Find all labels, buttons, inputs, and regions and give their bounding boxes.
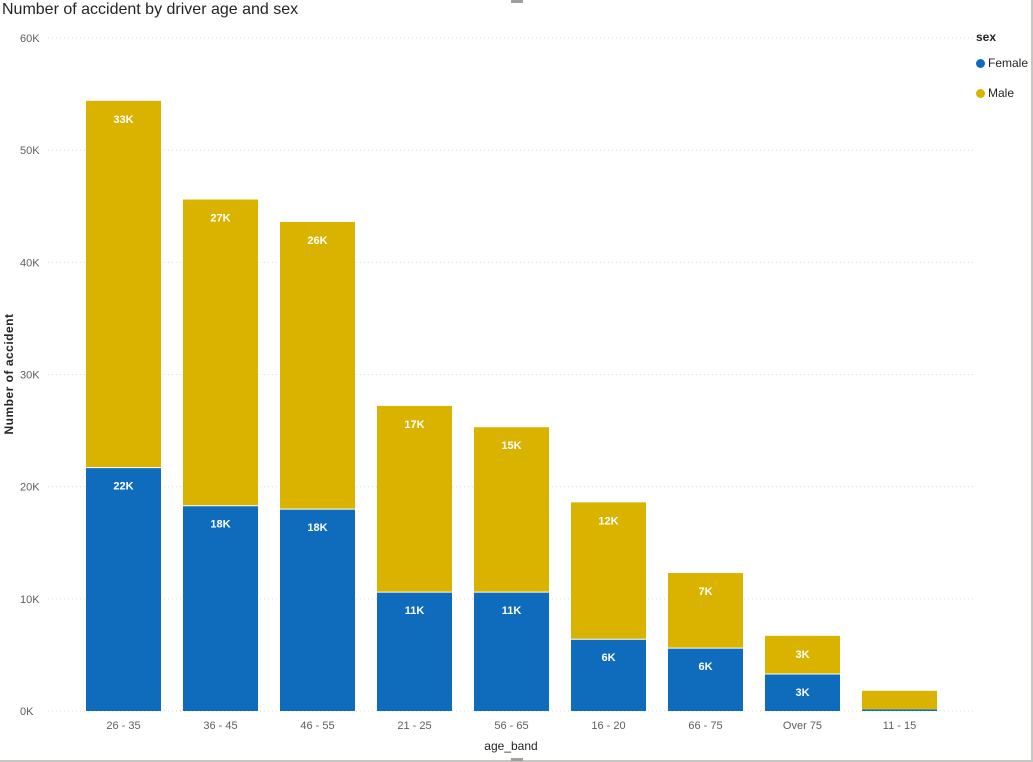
y-axis-ticks: 0K 10K 20K 30K 40K 50K 60K [20,33,40,718]
data-label-male: 12K [598,515,618,527]
data-label-female: 18K [210,519,230,531]
bar-male[interactable] [183,199,258,506]
data-label-male: 27K [210,213,230,225]
legend: sex Female Male [976,30,1028,112]
y-tick-label: 10K [20,594,40,606]
x-axis-title: age_band [484,739,537,753]
bar-female[interactable] [668,648,743,711]
x-tick-label: 56 - 65 [494,720,528,732]
legend-title: sex [976,30,997,44]
x-tick-label: 36 - 45 [203,720,237,732]
legend-male-label: Male [988,86,1015,100]
bar-female[interactable] [377,592,452,711]
data-label-female: 11K [502,605,522,617]
y-tick-label: 0K [20,706,34,718]
y-tick-label: 20K [20,482,40,494]
data-label-male: 3K [795,649,809,661]
legend-female-swatch [976,58,985,68]
x-tick-label: 11 - 15 [883,720,916,732]
legend-male-swatch [976,88,985,98]
bar-female[interactable] [765,673,840,711]
bar-female[interactable] [862,709,937,711]
data-label-male: 33K [113,114,133,126]
data-label-female: 11K [405,605,425,617]
bars [86,100,937,711]
bar-male[interactable] [668,573,743,649]
bar-male[interactable] [280,221,355,510]
x-tick-label: 66 - 75 [688,720,722,732]
legend-item-female[interactable]: Female [976,52,1028,74]
x-tick-label: 26 - 35 [106,720,140,732]
y-axis-title: Number of accident [2,313,16,434]
bar-female[interactable] [280,509,355,711]
x-tick-label: 46 - 55 [300,720,334,732]
data-label-female: 6K [698,661,712,673]
y-tick-label: 60K [20,33,40,45]
chart-title: Number of accident by driver age and sex [2,1,299,18]
bar-female[interactable] [183,505,258,711]
y-tick-label: 50K [20,145,40,157]
x-tick-label: Over 75 [783,720,822,732]
data-label-female: 18K [307,522,327,534]
bar-female[interactable] [474,592,549,711]
data-label-male: 7K [698,586,712,598]
bar-male[interactable] [571,502,646,640]
legend-item-male[interactable]: Male [976,82,1028,104]
bar-female[interactable] [571,639,646,711]
data-labels: 22K 33K 18K 27K 18K 26K 11K 17K 11K 15K 6K 12K 6K 7K 3… [113,114,809,699]
bar-male[interactable] [86,100,161,468]
data-label-male: 15K [501,440,521,452]
top-resize-handle[interactable] [511,0,523,3]
data-label-female: 3K [795,687,809,699]
bar-female[interactable] [86,467,161,711]
data-label-female: 6K [601,652,615,664]
y-tick-label: 30K [20,370,40,382]
data-label-female: 22K [113,481,133,493]
bar-male[interactable] [474,427,549,593]
bottom-resize-handle[interactable] [511,758,523,761]
data-label-male: 17K [404,419,424,431]
bar-male[interactable] [862,690,937,710]
data-label-male: 26K [307,235,327,247]
bar-male[interactable] [765,635,840,674]
legend-female-label: Female [988,56,1029,70]
bar-male[interactable] [377,405,452,593]
x-tick-label: 21 - 25 [397,720,431,732]
y-tick-label: 40K [20,257,40,269]
x-tick-label: 16 - 20 [591,720,625,732]
x-axis-ticks: 26 - 35 36 - 45 46 - 55 21 - 25 56 - 65 16 - … [106,720,916,732]
